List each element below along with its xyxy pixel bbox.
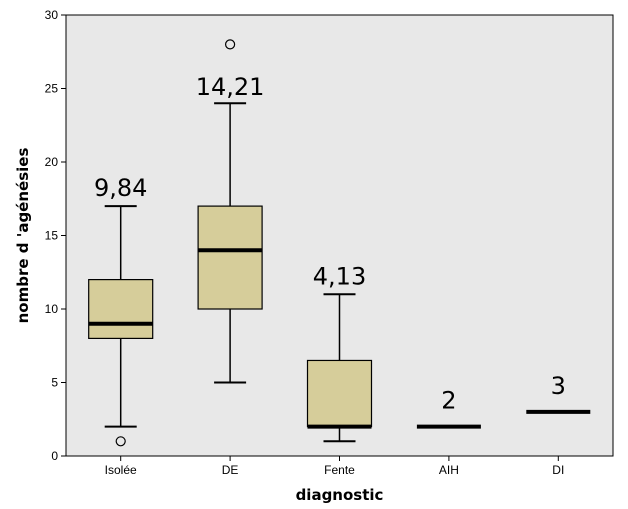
box-body [88,279,154,340]
annotation-label: 2 [441,387,456,415]
x-tick-label: DI [552,463,564,477]
box-fente [306,293,373,443]
y-axis: 0 5 10 15 20 25 30 [45,8,66,463]
outlier-point [115,436,126,447]
x-tick-label: Isolée [105,463,137,477]
y-tick-label: 30 [45,8,59,22]
y-tick-label: 25 [45,82,59,96]
outlier-point [225,39,236,50]
y-tick-label: 10 [45,302,59,316]
box-body [306,359,373,428]
x-tick-label: AIH [439,463,459,477]
annotation-label: 4,13 [313,262,366,290]
x-tick-label: Fente [324,463,355,477]
x-axis: Isolée DE Fente AIH DI [105,456,564,477]
annotations: 9,84 14,21 4,13 2 3 [94,73,566,414]
box-body [197,205,263,310]
y-tick-label: 15 [45,229,59,243]
x-tick-label: DE [222,463,239,477]
annotation-label: 9,84 [94,174,147,202]
box-isolée [88,205,154,447]
y-tick-label: 5 [51,376,58,390]
y-axis-title: nombre d 'agénésies [14,148,32,324]
y-tick-label: 0 [51,449,58,463]
annotation-label: 3 [551,372,566,400]
y-tick-label: 20 [45,155,59,169]
annotation-label: 14,21 [196,73,265,101]
box-series [88,39,591,447]
x-axis-title: diagnostic [296,486,384,504]
box-de [197,39,263,384]
